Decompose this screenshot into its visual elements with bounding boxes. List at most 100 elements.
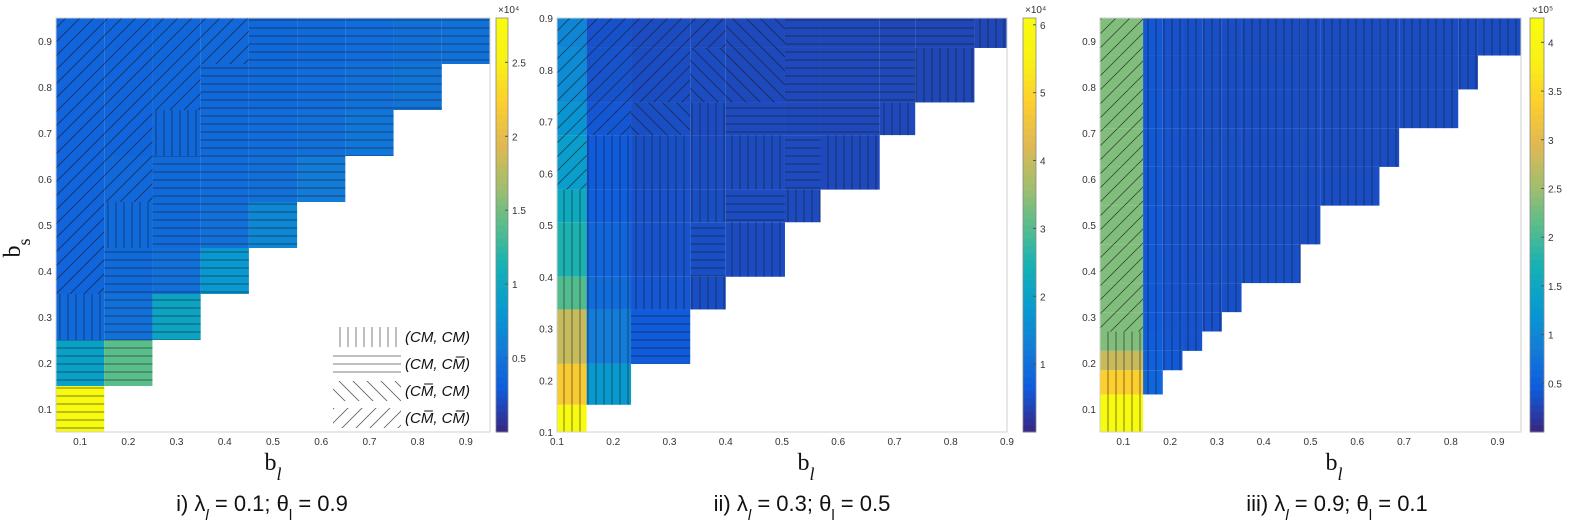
x-tick-label: 0.9 xyxy=(459,437,473,448)
hatch-overlay xyxy=(784,47,821,103)
hatch-overlay xyxy=(631,135,691,190)
colorbar-segment xyxy=(1023,404,1036,412)
hatch-overlay xyxy=(1100,283,1144,313)
colorbar-segment xyxy=(1530,418,1544,426)
colorbar-segment xyxy=(1023,149,1036,157)
colorbar-segment xyxy=(496,128,508,136)
hatch-overlay xyxy=(248,18,298,64)
x-ticks-1: 0.1 0.2 0.3 0.4 0.5 0.6 0.7 0.8 0.9 xyxy=(73,437,473,448)
colorbar-segment xyxy=(1530,300,1544,309)
colorbar-tick-label: 1 xyxy=(512,280,518,291)
x-tick-label: 0.1 xyxy=(1116,437,1130,448)
colorbar-segment xyxy=(1530,38,1544,47)
colorbar-segment xyxy=(1023,411,1036,419)
colorbar-segment xyxy=(1530,259,1544,267)
colorbar-segment xyxy=(1530,390,1544,398)
colorbar-segment xyxy=(1530,204,1544,212)
y-tick-label: 0.9 xyxy=(1082,37,1096,48)
hatch-overlay xyxy=(152,18,201,64)
colorbar-segment xyxy=(1530,128,1544,136)
colorbar-segment xyxy=(1530,238,1544,247)
colorbar-segment xyxy=(1023,287,1036,295)
colorbar-segment xyxy=(1023,183,1036,191)
colorbar-segment xyxy=(1023,321,1036,329)
colorbar-segment xyxy=(1530,369,1544,378)
x-tick-label: 0.8 xyxy=(411,437,425,448)
legend-swatch xyxy=(333,354,401,374)
hatch-overlay xyxy=(1221,283,1242,313)
hatch-overlay xyxy=(297,156,346,202)
x-tick-label: 0.9 xyxy=(1000,437,1014,448)
colorbar-segment xyxy=(1530,411,1544,419)
hatch-overlay xyxy=(631,102,691,136)
colorbar-segment xyxy=(1530,349,1544,357)
colorbar-segment xyxy=(1023,80,1036,88)
hatch-overlay xyxy=(1221,128,1242,167)
hatch-overlay xyxy=(200,110,249,156)
hatch-overlay xyxy=(1100,205,1144,245)
hatch-overlay xyxy=(1182,312,1203,332)
hatch-overlay xyxy=(820,47,880,103)
hatch-overlay xyxy=(1300,128,1321,167)
hatch-overlay xyxy=(1458,55,1478,90)
colorbar-segment xyxy=(1023,59,1036,67)
colorbar-segment xyxy=(496,156,508,164)
hatch-overlay xyxy=(1162,55,1183,90)
colorbar-tick-label: 2.5 xyxy=(1548,184,1562,195)
hatch-overlay xyxy=(1379,55,1400,90)
hatch-overlay xyxy=(1300,18,1321,56)
heatmap-cells-3 xyxy=(1100,18,1521,432)
hatch-overlay xyxy=(557,276,587,310)
colorbar-tick-label: 3.5 xyxy=(1548,87,1562,98)
colorbar-segment xyxy=(1023,335,1036,343)
hatch-overlay xyxy=(297,110,346,156)
colorbar-segment xyxy=(1023,349,1036,357)
colorbar-segment xyxy=(1023,73,1036,81)
hatch-overlay xyxy=(104,202,153,248)
hatch-overlay xyxy=(104,110,153,156)
hatch-overlay xyxy=(1100,89,1144,129)
legend-swatch xyxy=(333,381,401,401)
colorbar-tick-label: 0.5 xyxy=(512,354,526,365)
colorbar-segment xyxy=(1530,114,1544,122)
x-tick-label: 0.8 xyxy=(944,437,958,448)
colorbar-1: 0.5 1 1.5 2 2.5 ×10⁴ xyxy=(495,5,526,433)
hatch-overlay xyxy=(1399,89,1459,129)
hatch-overlay xyxy=(1182,55,1203,90)
hatch-overlay xyxy=(1100,18,1144,56)
hatch-overlay xyxy=(725,47,785,103)
colorbar-segment xyxy=(1023,425,1036,433)
colorbar-segment xyxy=(1023,307,1036,316)
hatch-overlay xyxy=(690,102,726,136)
colorbar-segment xyxy=(496,300,508,309)
x-tick-label: 0.3 xyxy=(170,437,184,448)
colorbar-segment xyxy=(496,418,508,426)
colorbar-segment xyxy=(1023,376,1036,385)
colorbar-segment xyxy=(496,149,508,157)
hatch-overlay xyxy=(1143,89,1163,129)
hatch-overlay xyxy=(631,309,691,364)
colorbar-segment xyxy=(1023,66,1036,74)
hatch-overlay xyxy=(1100,370,1144,395)
x-tick-label: 0.4 xyxy=(1257,437,1271,448)
x-axis-label-2: bl xyxy=(797,450,814,484)
hatch-overlay xyxy=(557,189,587,223)
y-tick-label: 0.1 xyxy=(1082,405,1096,416)
colorbar-segment xyxy=(496,273,508,281)
hatch-overlay xyxy=(690,189,726,223)
hatch-overlay xyxy=(1202,283,1222,313)
colorbar-segment xyxy=(1530,52,1544,60)
x-axis-label-1: bl xyxy=(264,450,281,484)
hatch-overlay xyxy=(1458,18,1478,56)
pattern-legend: (CM, CM) (CM, CM̅) (CM̅, CM) (CM̅, CM̅) xyxy=(333,327,470,428)
colorbar-segment xyxy=(1023,328,1036,336)
hatch-overlay xyxy=(586,189,632,223)
x-axis-label-3: bl xyxy=(1325,450,1342,484)
colorbar-segment xyxy=(1023,38,1036,47)
x-tick-label: 0.7 xyxy=(362,437,376,448)
hatch-overlay xyxy=(393,64,442,110)
hatch-overlay xyxy=(1162,18,1183,56)
colorbar-segment xyxy=(496,238,508,247)
hatch-overlay xyxy=(1221,89,1242,129)
